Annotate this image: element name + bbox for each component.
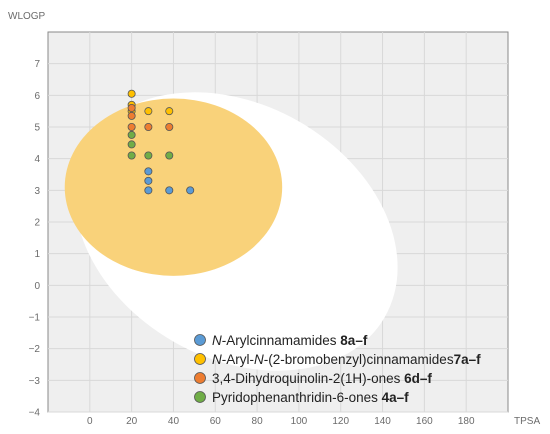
- data-point-series-3: [165, 151, 174, 160]
- x-tick-label: 100: [291, 416, 308, 427]
- egg-yolk-region: [64, 98, 283, 276]
- y-tick-label: −1: [29, 313, 41, 324]
- legend: N-Arylcinnamamides 8a–f N-Aryl-N-(2-bromo…: [194, 333, 481, 405]
- x-tick-label: 160: [416, 416, 433, 427]
- y-tick-labels: −4 −3 −2 −1 0 1 2 3 4 5 6 7: [29, 59, 41, 418]
- x-tick-label: 60: [210, 416, 222, 427]
- x-tick-label: 40: [168, 416, 180, 427]
- data-point-series-3: [127, 130, 136, 139]
- x-tick-label: 20: [126, 416, 138, 427]
- y-tick-label: 2: [34, 218, 40, 229]
- y-tick-label: 1: [34, 249, 40, 260]
- y-tick-label: 6: [34, 91, 40, 102]
- x-axis-label: TPSA: [514, 416, 540, 427]
- y-tick-label: 0: [34, 281, 40, 292]
- data-point-series-3: [127, 151, 136, 160]
- y-tick-label: 3: [34, 186, 40, 197]
- data-point-series-1: [127, 89, 136, 98]
- legend-marker-2: [194, 372, 206, 384]
- y-tick-label: 4: [34, 154, 40, 165]
- data-point-series-1: [165, 107, 174, 116]
- data-point-series-3: [127, 140, 136, 149]
- y-tick-label: 5: [34, 123, 40, 134]
- data-point-series-0: [186, 186, 195, 195]
- data-points: [127, 89, 195, 195]
- data-point-series-2: [165, 123, 174, 132]
- data-point-series-0: [144, 186, 153, 195]
- x-tick-labels: 0 20 40 60 80 100 120 140 160 180: [87, 416, 475, 427]
- y-tick-label: −4: [29, 408, 41, 419]
- data-point-series-2: [127, 111, 136, 120]
- legend-marker-3: [194, 391, 206, 403]
- y-tick-label: 7: [34, 59, 40, 70]
- legend-label-2: 3,4-Dihydroquinolin-2(1H)-ones 6d–f: [212, 371, 432, 386]
- legend-label-1: N-Aryl-N-(2-bromobenzyl)cinnamamides7a–f: [212, 352, 481, 367]
- data-point-series-2: [127, 123, 136, 132]
- legend-label-0: N-Arylcinnamamides 8a–f: [212, 333, 368, 348]
- egg-regions: [64, 92, 398, 371]
- data-point-series-3: [144, 151, 153, 160]
- y-tick-label: −3: [29, 376, 41, 387]
- x-tick-label: 180: [458, 416, 475, 427]
- x-tick-label: 80: [252, 416, 264, 427]
- x-tick-label: 140: [374, 416, 391, 427]
- x-tick-label: 0: [87, 416, 93, 427]
- legend-label-3: Pyridophenanthridin-6-ones 4a–f: [212, 390, 409, 405]
- data-point-series-1: [144, 107, 153, 116]
- x-tick-label: 120: [332, 416, 349, 427]
- data-point-series-0: [144, 167, 153, 176]
- data-point-series-0: [165, 186, 174, 195]
- data-point-series-2: [127, 104, 136, 113]
- y-axis-label: WLOGP: [8, 11, 46, 22]
- data-point-series-2: [144, 123, 153, 132]
- y-tick-label: −2: [29, 344, 41, 355]
- legend-marker-1: [194, 353, 206, 365]
- data-point-series-0: [144, 176, 153, 185]
- legend-marker-0: [194, 334, 206, 346]
